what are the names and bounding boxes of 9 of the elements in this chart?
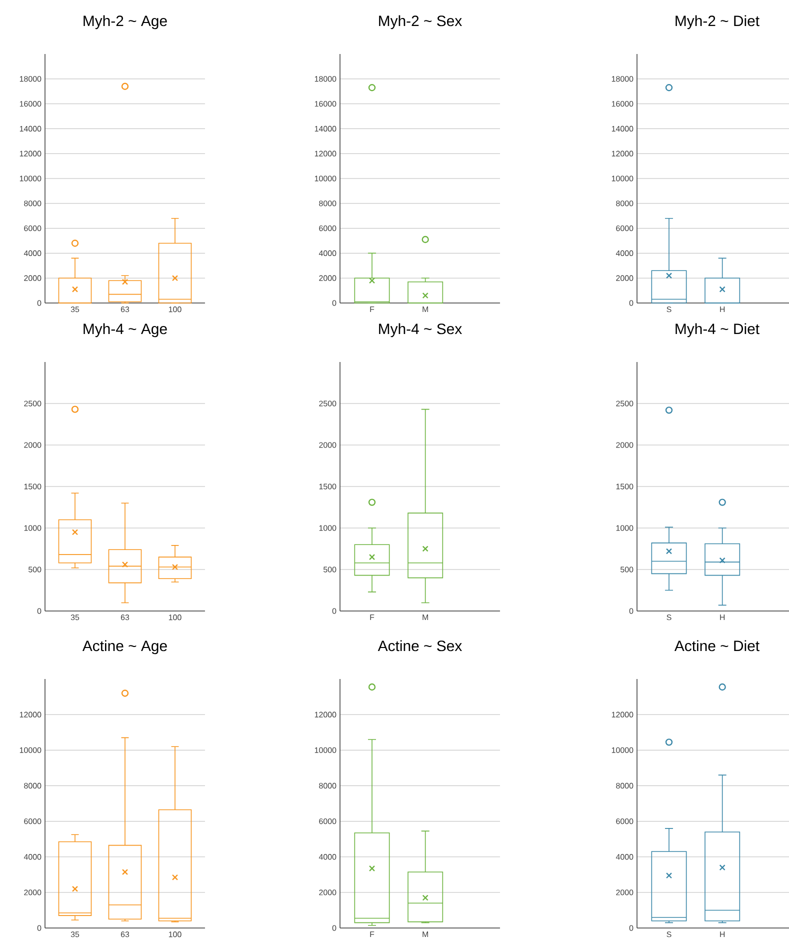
chart-title: Myh-2 ~ Age [84,15,167,30]
chart-title: Actine ~ Age [82,640,167,654]
chart-title: Actine ~ Sex [378,640,462,652]
chart-title: Myh-4 ~ Age [84,323,167,338]
chart-title: Myh-4 ~ Sex [379,323,462,338]
chart-title: Myh-2 ~ Diet [676,15,760,30]
chart-title: Actine ~ Diet [674,640,760,652]
chart-title: Myh-4 ~ Diet [676,323,760,338]
chart-title: Myh-2 ~ Sex [379,15,462,30]
